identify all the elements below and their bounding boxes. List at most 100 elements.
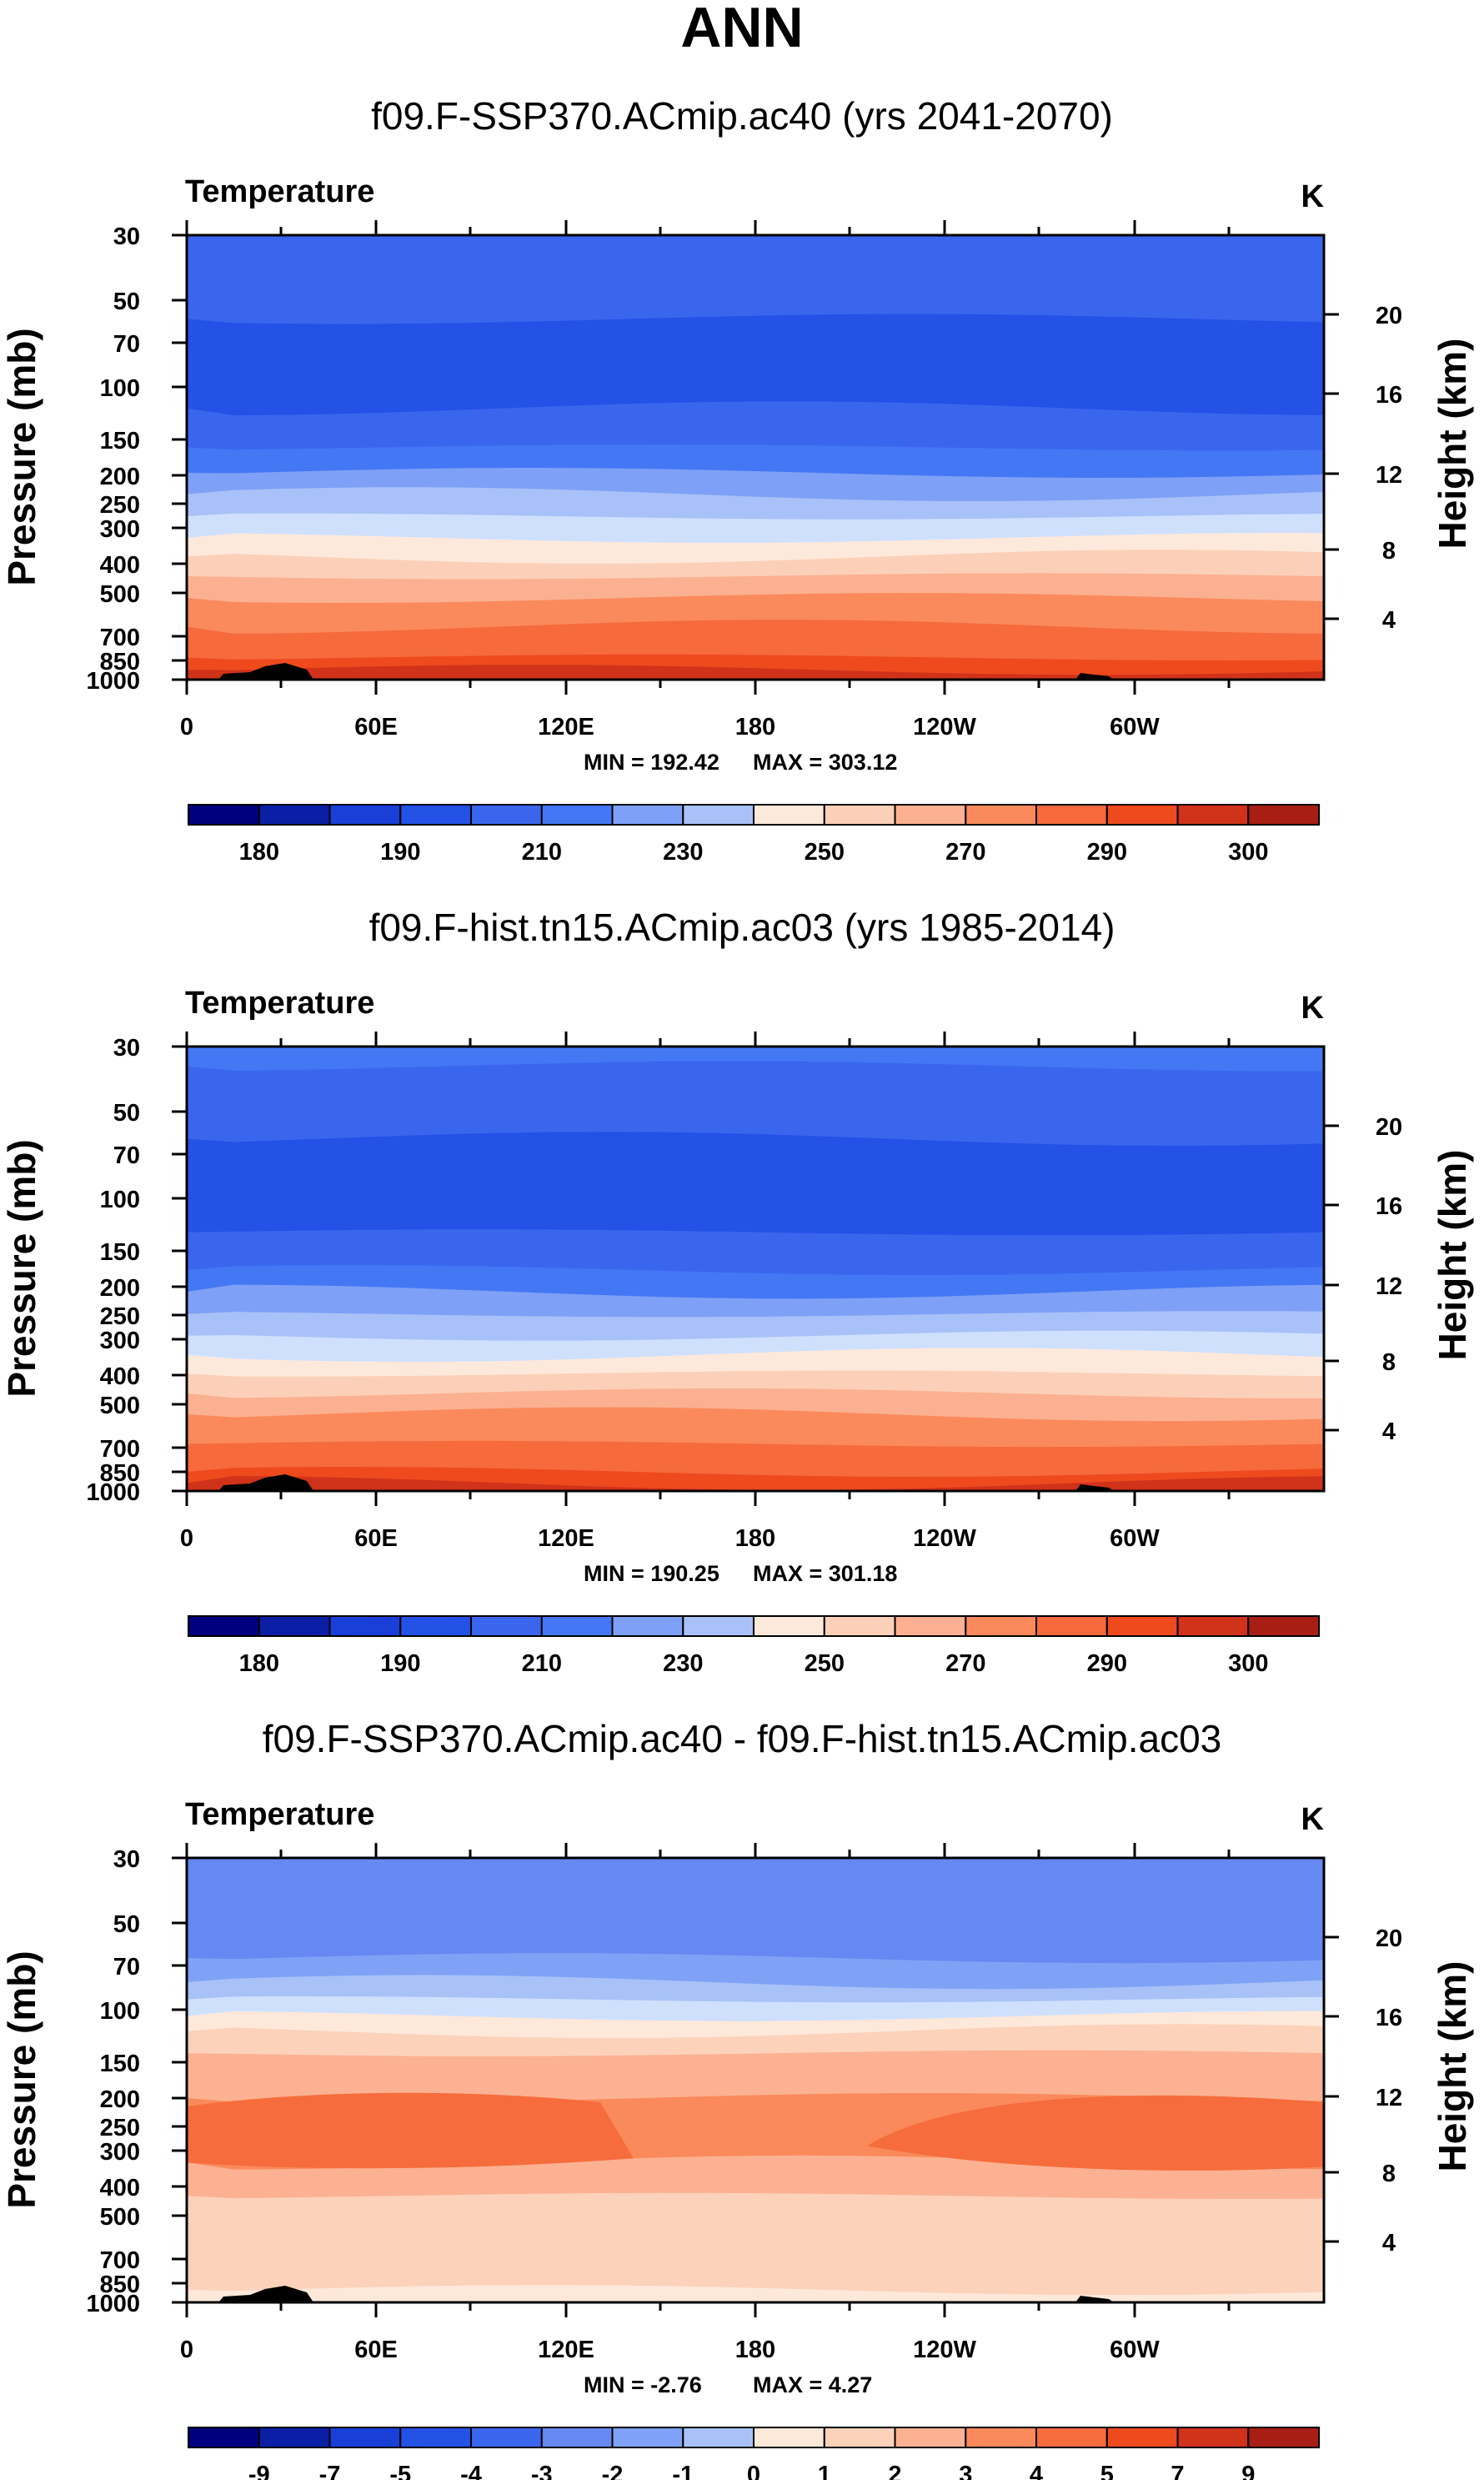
colorbar-cell	[1247, 804, 1321, 826]
y-tick-label: 1000	[86, 668, 140, 695]
y-tick-label: 500	[100, 1393, 140, 1419]
topography	[218, 663, 313, 680]
y-tick-label: 300	[100, 516, 140, 543]
y2-axis-label: Height (km)	[1431, 1961, 1474, 2172]
colorbar-label: 2	[888, 2462, 901, 2480]
y-tick-label: 100	[100, 1187, 140, 1213]
colorbar-cell	[540, 2427, 614, 2448]
x-tick-label: 180	[735, 714, 775, 740]
variable-label: Temperature	[185, 1797, 374, 1832]
y2-tick-label: 16	[1376, 1193, 1402, 1220]
y-tick-label: 500	[100, 2204, 140, 2231]
colorbar-cell	[399, 1615, 473, 1637]
y2-tick-label: 4	[1382, 2230, 1396, 2257]
y-tick-label: 500	[100, 581, 140, 608]
y-tick-label: 30	[113, 223, 140, 250]
y-tick-label: 1000	[86, 2291, 140, 2317]
colorbar-cell	[894, 1615, 967, 1637]
y-tick-label: 30	[113, 1035, 140, 1062]
colorbar-cell	[682, 804, 755, 826]
chart-panel-3: f09.F-SSP370.ACmip.ac40 - f09.F-hist.tn1…	[0, 1717, 1474, 2480]
y-tick-label: 850	[100, 2272, 140, 2298]
colorbar-cell	[1176, 804, 1250, 826]
colorbar-cell	[258, 804, 331, 826]
colorbar-cell	[540, 804, 614, 826]
x-tick-label: 0	[180, 1525, 193, 1552]
colorbar-cell	[894, 2427, 967, 2448]
y-tick-label: 400	[100, 552, 140, 579]
max-value: MAX = 4.27	[753, 2372, 872, 2397]
colorbar-label: 270	[945, 1650, 985, 1677]
colorbar-label: 270	[945, 839, 985, 866]
colorbar-label: -3	[531, 2462, 553, 2480]
colorbar-label: 250	[805, 1650, 845, 1677]
chart-title: f09.F-SSP370.ACmip.ac40 (yrs 2041-2070)	[371, 94, 1113, 138]
x-tick-label: 60E	[354, 1525, 398, 1552]
y2-axis-label: Height (km)	[1431, 339, 1474, 550]
colorbar-label: 9	[1241, 2462, 1255, 2480]
x-tick-label: 60E	[354, 714, 398, 740]
y-tick-label: 50	[113, 1100, 140, 1127]
chart-title: f09.F-SSP370.ACmip.ac40 - f09.F-hist.tn1…	[263, 1717, 1222, 1760]
colorbar-cell	[823, 804, 896, 826]
colorbar-label: 230	[663, 1650, 703, 1677]
colorbar-cell	[1247, 1615, 1321, 1637]
colorbar-cell	[682, 2427, 755, 2448]
colorbar-label: 290	[1087, 1650, 1127, 1677]
y-tick-label: 250	[100, 2115, 140, 2141]
page-title: ANN	[680, 0, 803, 59]
colorbar-label: 180	[239, 1650, 279, 1677]
variable-label: Temperature	[185, 174, 374, 209]
colorbar-cell	[470, 1615, 543, 1637]
colorbar-cell	[753, 1615, 825, 1637]
y2-tick-label: 12	[1376, 2085, 1402, 2111]
colorbar-label: 210	[522, 1650, 562, 1677]
min-value: MIN = -2.76	[584, 2372, 702, 2397]
colorbar-cell	[1105, 1615, 1179, 1637]
y-tick-label: 850	[100, 1460, 140, 1487]
min-value: MIN = 192.42	[584, 750, 719, 775]
units-label: K	[1301, 179, 1325, 214]
colorbar: 180 190 210 230 250 270 290 300	[188, 804, 1321, 866]
x-tick-label: 120E	[538, 1525, 594, 1552]
colorbar-cell	[823, 1615, 896, 1637]
y-tick-label: 150	[100, 1239, 140, 1266]
colorbar-cell	[753, 804, 825, 826]
y2-tick-label: 4	[1382, 607, 1396, 634]
colorbar: 180 190 210 230 250 270 290 300	[188, 1615, 1321, 1677]
y2-tick-label: 16	[1376, 2005, 1402, 2031]
y-tick-label: 100	[100, 1998, 140, 2025]
colorbar-cell	[1035, 2427, 1108, 2448]
contour-band	[187, 2285, 1324, 2302]
colorbar-cell	[399, 804, 473, 826]
colorbar-cell	[328, 804, 402, 826]
topography	[1075, 673, 1114, 680]
colorbar-cell	[1176, 2427, 1250, 2448]
x-tick-label: 180	[735, 2337, 775, 2363]
y-axis-label: Pressure (mb)	[0, 328, 43, 585]
colorbar-cell	[470, 804, 543, 826]
contour-band	[187, 665, 1324, 680]
y2-axis-label: Height (km)	[1431, 1150, 1474, 1361]
y-tick-label: 400	[100, 2175, 140, 2201]
colorbar-cell	[823, 2427, 896, 2448]
colorbar-cell	[540, 1615, 614, 1637]
topography	[1075, 1484, 1114, 1491]
x-tick-label: 60W	[1110, 2337, 1160, 2363]
x-tick-label: 0	[180, 714, 193, 740]
colorbar-label: -5	[389, 2462, 411, 2480]
colorbar-cell	[611, 2427, 684, 2448]
y-tick-label: 150	[100, 2051, 140, 2077]
x-tick-label: 60E	[354, 2337, 398, 2363]
y-tick-label: 200	[100, 1275, 140, 1302]
colorbar-label: 210	[522, 839, 562, 866]
colorbar-cell	[258, 2427, 331, 2448]
colorbar-cell	[753, 2427, 825, 2448]
colorbar-cell	[682, 1615, 755, 1637]
y2-tick-label: 20	[1376, 303, 1402, 329]
colorbar-label: -9	[248, 2462, 270, 2480]
y-tick-label: 850	[100, 649, 140, 675]
max-value: MAX = 303.12	[753, 750, 897, 775]
colorbar-label: -1	[672, 2462, 694, 2480]
colorbar-label: 190	[380, 1650, 420, 1677]
